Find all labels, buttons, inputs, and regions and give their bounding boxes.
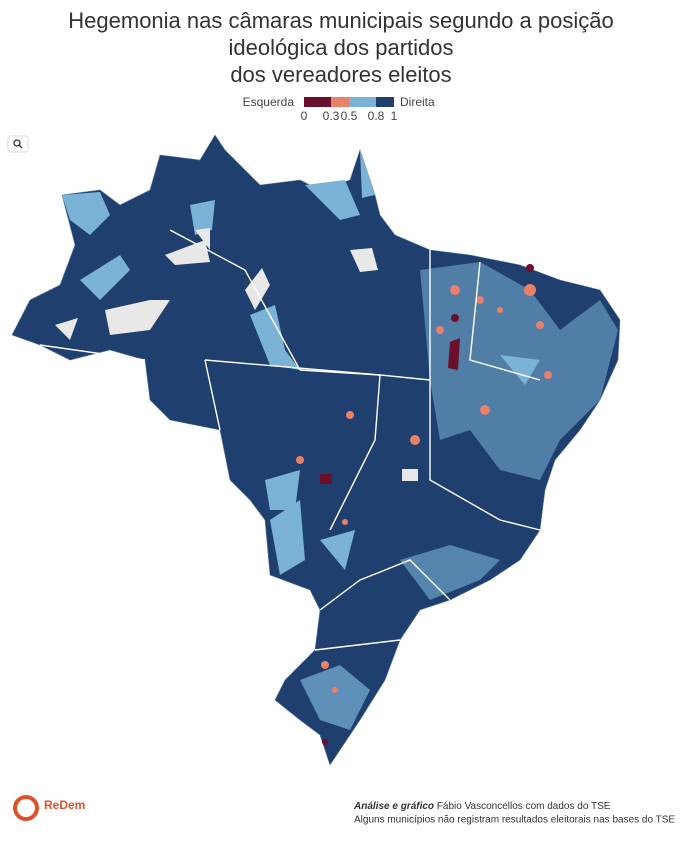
title-line: Hegemonia nas câmaras municipais segundo… (68, 8, 613, 33)
legend-left-label: Esquerda (243, 95, 295, 109)
credit: Análise e gráfico Fábio Vasconcellos com… (353, 801, 611, 812)
state-borders (39, 229, 541, 651)
legend-tick-label: 1 (391, 109, 398, 123)
zoom-button-box[interactable] (7, 135, 29, 153)
credit-label: Análise e gráfico (353, 801, 434, 812)
logo-mark (13, 795, 39, 821)
legend-swatch (376, 97, 394, 107)
zoom-icon (18, 144, 23, 149)
legend-swatch (304, 97, 331, 107)
logo: ReDem (13, 795, 85, 821)
legend-swatch (349, 97, 376, 107)
title-line: ideológica dos partidos (228, 35, 453, 60)
credit-text: Fábio Vasconcellos com dados do TSE (437, 801, 611, 812)
legend-tick-label: 0.3 (323, 109, 340, 123)
legend: Esquerda Direita 0 0.3 0.5 0.8 1 (243, 95, 435, 123)
brazil-map (11, 134, 621, 766)
title-line: dos vereadores eleitos (230, 62, 451, 87)
zoom-button[interactable] (7, 135, 29, 153)
legend-tick-label: 0 (301, 109, 308, 123)
zoom-icon (13, 139, 21, 147)
light-blue-areas (62, 150, 618, 730)
no-data-areas (55, 228, 418, 481)
footnote: Alguns municípios não registram resultad… (354, 815, 675, 826)
legend-tick-label: 0.5 (341, 109, 358, 123)
legend-tick-label: 0.8 (368, 109, 385, 123)
logo-text: ReDem (44, 798, 85, 812)
dark-red-areas (320, 264, 534, 745)
legend-right-label: Direita (400, 95, 435, 109)
legend-swatch (331, 97, 349, 107)
salmon-areas (296, 284, 552, 693)
